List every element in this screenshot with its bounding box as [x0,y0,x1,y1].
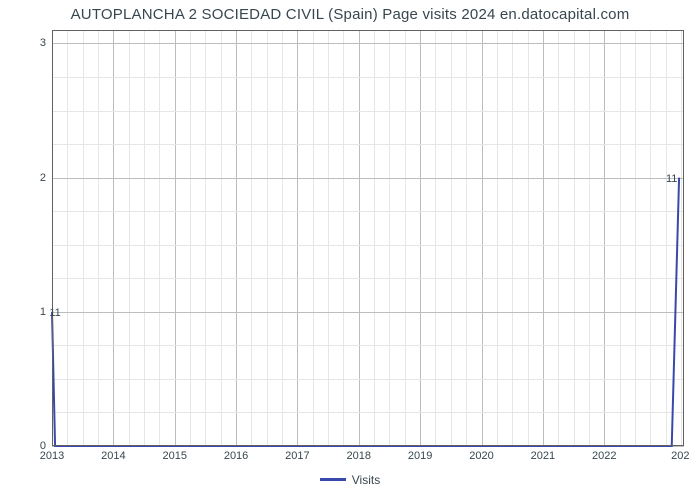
data-point-label: 11 [49,307,60,319]
grid-minor-v [497,30,498,446]
grid-major-h [52,43,684,44]
grid-minor-h [52,412,684,413]
grid-minor-h [52,111,684,112]
grid-major-v [297,30,298,446]
chart-title: AUTOPLANCHA 2 SOCIEDAD CIVIL (Spain) Pag… [0,6,700,23]
grid-minor-v [589,30,590,446]
grid-major-v [52,30,53,446]
legend-swatch [320,478,346,481]
grid-minor-v [620,30,621,446]
x-tick-label: 2021 [531,450,555,462]
grid-minor-h [52,379,684,380]
grid-major-h [52,178,684,179]
grid-minor-h [52,278,684,279]
grid-minor-v [129,30,130,446]
x-tick-label: 2014 [101,450,125,462]
x-tick-label: 2017 [285,450,309,462]
grid-minor-v [267,30,268,446]
grid-minor-v [528,30,529,446]
grid-minor-v [159,30,160,446]
grid-major-v [113,30,114,446]
grid-minor-v [251,30,252,446]
grid-minor-v [205,30,206,446]
grid-major-v [175,30,176,446]
grid-major-h [52,446,684,447]
grid-minor-v [190,30,191,446]
chart-legend: Visits [0,468,700,487]
grid-minor-v [466,30,467,446]
grid-minor-v [374,30,375,446]
grid-minor-h [52,77,684,78]
x-tick-label: 2018 [347,450,371,462]
grid-minor-v [313,30,314,446]
grid-minor-v [650,30,651,446]
grid-minor-v [666,30,667,446]
grid-major-h [52,312,684,313]
y-tick-label: 1 [30,306,46,318]
grid-minor-v [343,30,344,446]
y-tick-label: 0 [30,440,46,452]
grid-minor-v [389,30,390,446]
y-tick-label: 2 [30,172,46,184]
grid-minor-v [451,30,452,446]
grid-minor-h [52,345,684,346]
grid-minor-v [144,30,145,446]
grid-major-v [482,30,483,446]
chart-plot-area: 11 11 [52,30,684,446]
x-tick-label: 2022 [592,450,616,462]
legend-item: Visits [320,473,380,487]
y-tick-label: 3 [30,37,46,49]
legend-label: Visits [352,473,380,487]
x-tick-label: 2015 [162,450,186,462]
data-point-label: 11 [666,173,677,185]
grid-minor-h [52,245,684,246]
grid-major-v [420,30,421,446]
x-tick-label-clipped: 202 [671,450,689,462]
grid-minor-h [52,211,684,212]
grid-minor-v [681,30,682,446]
x-tick-label: 2019 [408,450,432,462]
grid-major-v [359,30,360,446]
grid-major-v [543,30,544,446]
grid-major-v [604,30,605,446]
grid-minor-h [52,144,684,145]
grid-minor-v [574,30,575,446]
grid-minor-v [83,30,84,446]
grid-minor-v [67,30,68,446]
grid-minor-v [328,30,329,446]
grid-minor-v [512,30,513,446]
x-tick-label: 2016 [224,450,248,462]
grid-minor-v [221,30,222,446]
grid-minor-v [558,30,559,446]
grid-minor-v [282,30,283,446]
grid-minor-v [405,30,406,446]
grid-minor-v [98,30,99,446]
grid-minor-v [435,30,436,446]
grid-major-v [236,30,237,446]
x-tick-label: 2020 [469,450,493,462]
grid-minor-v [635,30,636,446]
